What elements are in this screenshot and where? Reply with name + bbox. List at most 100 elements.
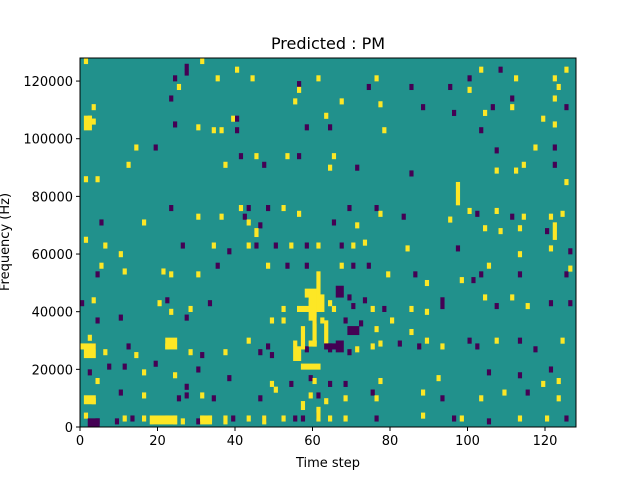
- heatmap-cell: [91, 104, 96, 111]
- heatmap-cell: [479, 127, 484, 134]
- heatmap-cell: [541, 115, 546, 122]
- heatmap-cell: [560, 337, 565, 344]
- heatmap-cell: [494, 207, 499, 214]
- heatmap-cell: [560, 210, 565, 217]
- heatmap-cell: [83, 176, 89, 183]
- heatmap-cell: [355, 164, 360, 171]
- heatmap-cell: [308, 375, 313, 382]
- heatmap-cell: [188, 349, 193, 356]
- heatmap-cell: [169, 308, 174, 315]
- heatmap-cell: [83, 412, 89, 419]
- heatmap-cell: [386, 271, 391, 278]
- heatmap-cell: [347, 205, 352, 212]
- heatmap-cell: [328, 415, 333, 422]
- heatmap-cell: [479, 271, 484, 278]
- heatmap-cell: [486, 369, 492, 376]
- heatmap-cell: [378, 340, 383, 347]
- heatmap-cell: [382, 127, 387, 134]
- heatmap-cell: [521, 213, 526, 220]
- heatmap-cell: [266, 343, 271, 350]
- heatmap-cell: [374, 415, 379, 422]
- heatmap-cell: [258, 349, 263, 356]
- heatmap-cell: [200, 58, 205, 65]
- heatmap-cell: [510, 95, 515, 102]
- heatmap-cell: [304, 124, 309, 131]
- heatmap-cell: [297, 86, 302, 93]
- heatmap-cell: [440, 297, 445, 304]
- heatmap-cell: [521, 161, 526, 168]
- heatmap-cell: [378, 101, 383, 108]
- y-axis: 0 20000 40000 60000 80000 100000 120000: [23, 75, 80, 436]
- heatmap-cell: [424, 308, 430, 315]
- heatmap-cell: [320, 317, 325, 324]
- heatmap-cell: [142, 219, 147, 226]
- heatmap-cell: [471, 277, 476, 284]
- heatmap-cell: [215, 75, 220, 82]
- heatmap-cell: [335, 285, 344, 298]
- heatmap-cell: [207, 300, 213, 307]
- heatmap-cell: [200, 415, 213, 425]
- heatmap-cell: [285, 153, 290, 160]
- heatmap-cell: [304, 242, 309, 249]
- heatmap-cell: [564, 104, 569, 111]
- heatmap-cell: [99, 262, 104, 269]
- heatmap-cell: [211, 127, 216, 134]
- heatmap-cell: [548, 300, 554, 307]
- heatmap-cell: [517, 271, 523, 278]
- heatmap-cell: [200, 392, 205, 399]
- y-tick-label: 20000: [32, 363, 73, 378]
- heatmap-cell: [483, 109, 488, 116]
- heatmap-cell: [300, 363, 321, 370]
- heatmap-cell: [118, 389, 123, 396]
- heatmap-cell: [494, 337, 499, 344]
- heatmap-cell: [83, 395, 96, 405]
- heatmap-cell: [459, 277, 464, 284]
- heatmap-cell: [467, 75, 472, 82]
- heatmap-cell: [196, 213, 201, 220]
- heatmap-cell: [142, 392, 147, 399]
- heatmap-cell: [382, 305, 387, 312]
- heatmap-cell: [153, 144, 158, 151]
- heatmap-cell: [235, 127, 240, 134]
- heatmap-cell: [87, 369, 92, 376]
- heatmap-cell: [308, 392, 313, 399]
- heatmap-cell: [293, 415, 298, 422]
- heatmap-cell: [552, 161, 557, 168]
- heatmap-cell: [351, 242, 356, 249]
- heatmap-cell: [552, 95, 557, 102]
- heatmap-cell: [401, 213, 406, 220]
- heatmap-cell: [564, 415, 569, 422]
- heatmap-cell: [103, 242, 108, 249]
- heatmap-cell: [467, 207, 472, 214]
- heatmap-cell: [269, 352, 275, 359]
- heatmap-cell: [297, 346, 302, 361]
- x-tick-label: 120: [533, 434, 558, 449]
- heatmap-cell: [304, 262, 309, 269]
- heatmap-cell: [514, 75, 519, 82]
- heatmap-cell: [254, 153, 259, 160]
- heatmap-cell: [176, 83, 182, 91]
- heatmap-cell: [490, 104, 495, 111]
- heatmap-cell: [235, 66, 240, 73]
- heatmap-cell: [440, 303, 445, 310]
- heatmap-cell: [219, 127, 224, 134]
- heatmap-cell: [483, 294, 488, 301]
- heatmap-cell: [459, 415, 464, 422]
- heatmap-cell: [316, 271, 321, 312]
- heatmap-cell: [297, 210, 302, 217]
- heatmap-cell: [297, 305, 313, 312]
- heatmap-cell: [169, 205, 174, 212]
- heatmap-cell: [370, 343, 375, 350]
- heatmap-cell: [448, 83, 453, 91]
- heatmap-cell: [339, 98, 344, 105]
- heatmap-cell: [297, 81, 302, 88]
- heatmap-cell: [266, 205, 271, 212]
- heatmap-cell: [122, 415, 127, 422]
- heatmap-cell: [289, 380, 294, 387]
- x-axis-label: Time step: [295, 456, 360, 471]
- heatmap-cell: [494, 147, 499, 154]
- heatmap-cell: [421, 104, 426, 111]
- heatmap-cell: [262, 161, 267, 168]
- heatmap-cell: [452, 415, 457, 422]
